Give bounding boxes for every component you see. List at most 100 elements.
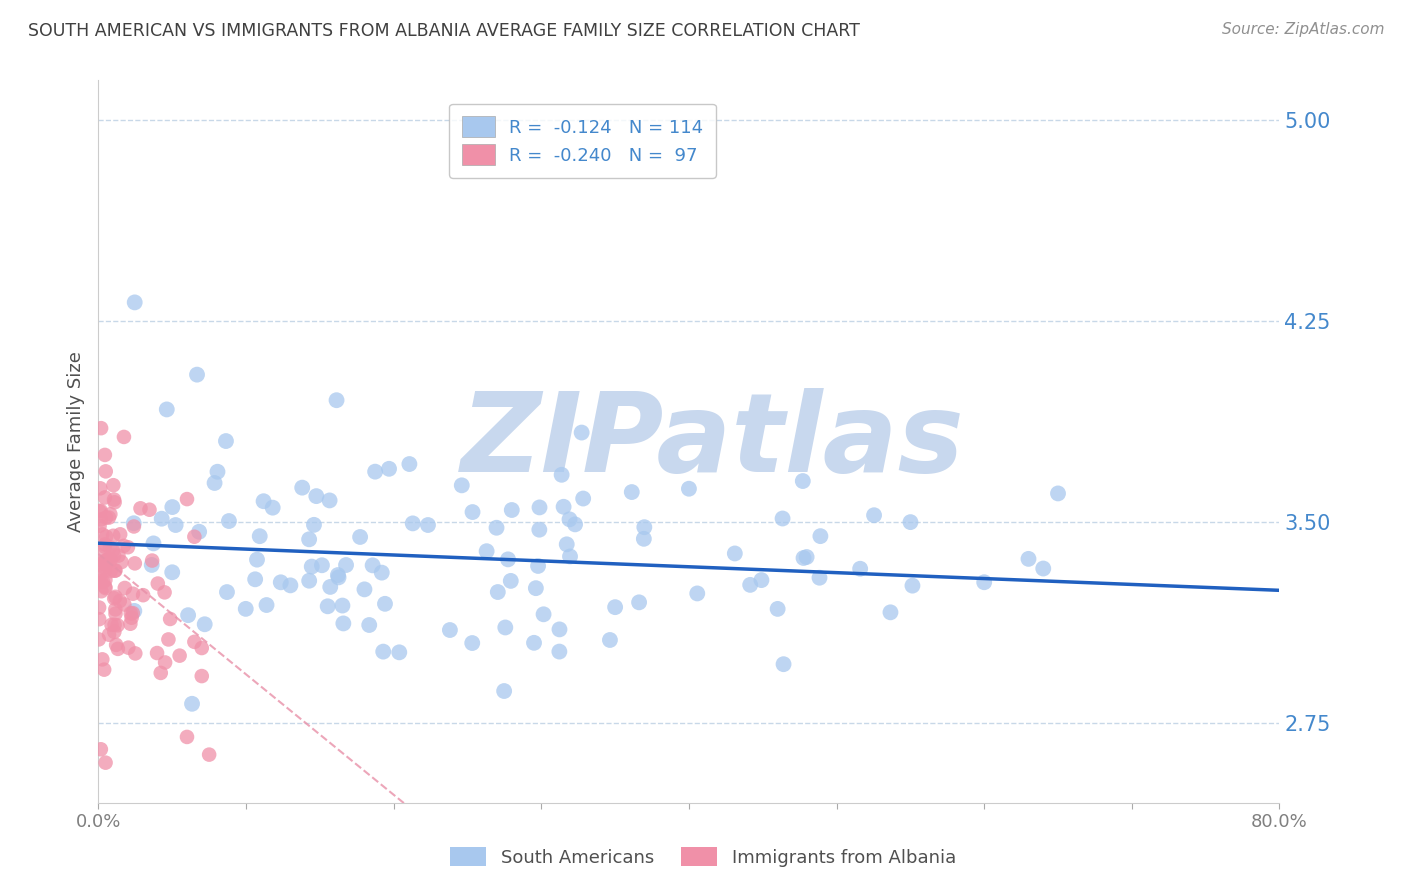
Point <box>93 663 115 677</box>
Point <box>108 594 131 608</box>
Point <box>359 618 381 632</box>
Point <box>450 478 472 492</box>
Point <box>90 574 112 588</box>
Point <box>94 580 117 594</box>
Point <box>766 602 789 616</box>
Point <box>90 584 112 599</box>
Point <box>262 500 284 515</box>
Point <box>183 635 205 649</box>
Point <box>558 512 581 526</box>
Point <box>91 527 114 541</box>
Point <box>900 515 922 529</box>
Point <box>156 402 179 417</box>
Point <box>550 467 572 482</box>
Point <box>256 598 278 612</box>
Point <box>252 494 274 508</box>
Point <box>104 495 127 509</box>
Point <box>87 600 110 615</box>
Point <box>104 564 127 578</box>
Point <box>146 646 169 660</box>
Point <box>678 482 700 496</box>
Point <box>98 507 121 521</box>
Point <box>94 491 117 505</box>
Point <box>1032 561 1054 575</box>
Point <box>270 575 292 590</box>
Point <box>301 559 323 574</box>
Point <box>159 612 181 626</box>
Point <box>558 549 581 564</box>
Point <box>188 524 211 539</box>
Point <box>793 551 815 566</box>
Point <box>121 606 143 620</box>
Point <box>499 574 522 588</box>
Point <box>97 510 120 524</box>
Point <box>316 599 339 614</box>
Point <box>620 485 643 500</box>
Point <box>108 527 131 541</box>
Point <box>305 489 328 503</box>
Point <box>398 457 420 471</box>
Point <box>298 574 321 588</box>
Point <box>87 548 110 562</box>
Text: Source: ZipAtlas.com: Source: ZipAtlas.com <box>1222 22 1385 37</box>
Point <box>90 421 112 435</box>
Point <box>104 607 127 621</box>
Point <box>100 564 122 578</box>
Point <box>149 665 172 680</box>
Point <box>89 504 111 518</box>
Point <box>318 493 340 508</box>
Point <box>141 558 163 572</box>
Point <box>94 563 117 577</box>
Point <box>246 552 269 566</box>
Point <box>523 636 546 650</box>
Point <box>120 616 142 631</box>
Point <box>311 558 333 573</box>
Point <box>628 595 651 609</box>
Point <box>89 481 111 495</box>
Point <box>571 425 593 440</box>
Point <box>114 581 136 595</box>
Point <box>328 570 350 584</box>
Point <box>808 571 831 585</box>
Point <box>183 530 205 544</box>
Point <box>103 529 125 543</box>
Point <box>146 576 169 591</box>
Point <box>373 645 395 659</box>
Point <box>475 544 498 558</box>
Point <box>124 647 146 661</box>
Point <box>388 645 411 659</box>
Point <box>319 580 342 594</box>
Point <box>243 572 266 586</box>
Text: ZIPatlas: ZIPatlas <box>461 388 965 495</box>
Point <box>104 617 127 632</box>
Point <box>555 537 578 551</box>
Point <box>249 529 271 543</box>
Point <box>772 657 794 672</box>
Point <box>326 568 349 582</box>
Point <box>198 747 221 762</box>
Point <box>160 566 183 580</box>
Point <box>94 510 117 524</box>
Point <box>527 558 550 573</box>
Point <box>1018 552 1040 566</box>
Point <box>177 608 200 623</box>
Point <box>439 623 461 637</box>
Point <box>93 556 115 570</box>
Point <box>124 557 146 571</box>
Point <box>191 669 214 683</box>
Point <box>849 562 872 576</box>
Point <box>96 530 118 544</box>
Point <box>176 492 198 507</box>
Point <box>101 543 124 558</box>
Legend: R =  -0.124   N = 114, R =  -0.240   N =  97: R = -0.124 N = 114, R = -0.240 N = 97 <box>450 103 716 178</box>
Point <box>973 575 995 590</box>
Point <box>122 519 145 533</box>
Point <box>686 586 709 600</box>
Point <box>374 597 396 611</box>
Point <box>124 295 146 310</box>
Point <box>89 568 111 582</box>
Point <box>98 553 121 567</box>
Point <box>117 640 139 655</box>
Point <box>235 602 257 616</box>
Point <box>1046 486 1070 500</box>
